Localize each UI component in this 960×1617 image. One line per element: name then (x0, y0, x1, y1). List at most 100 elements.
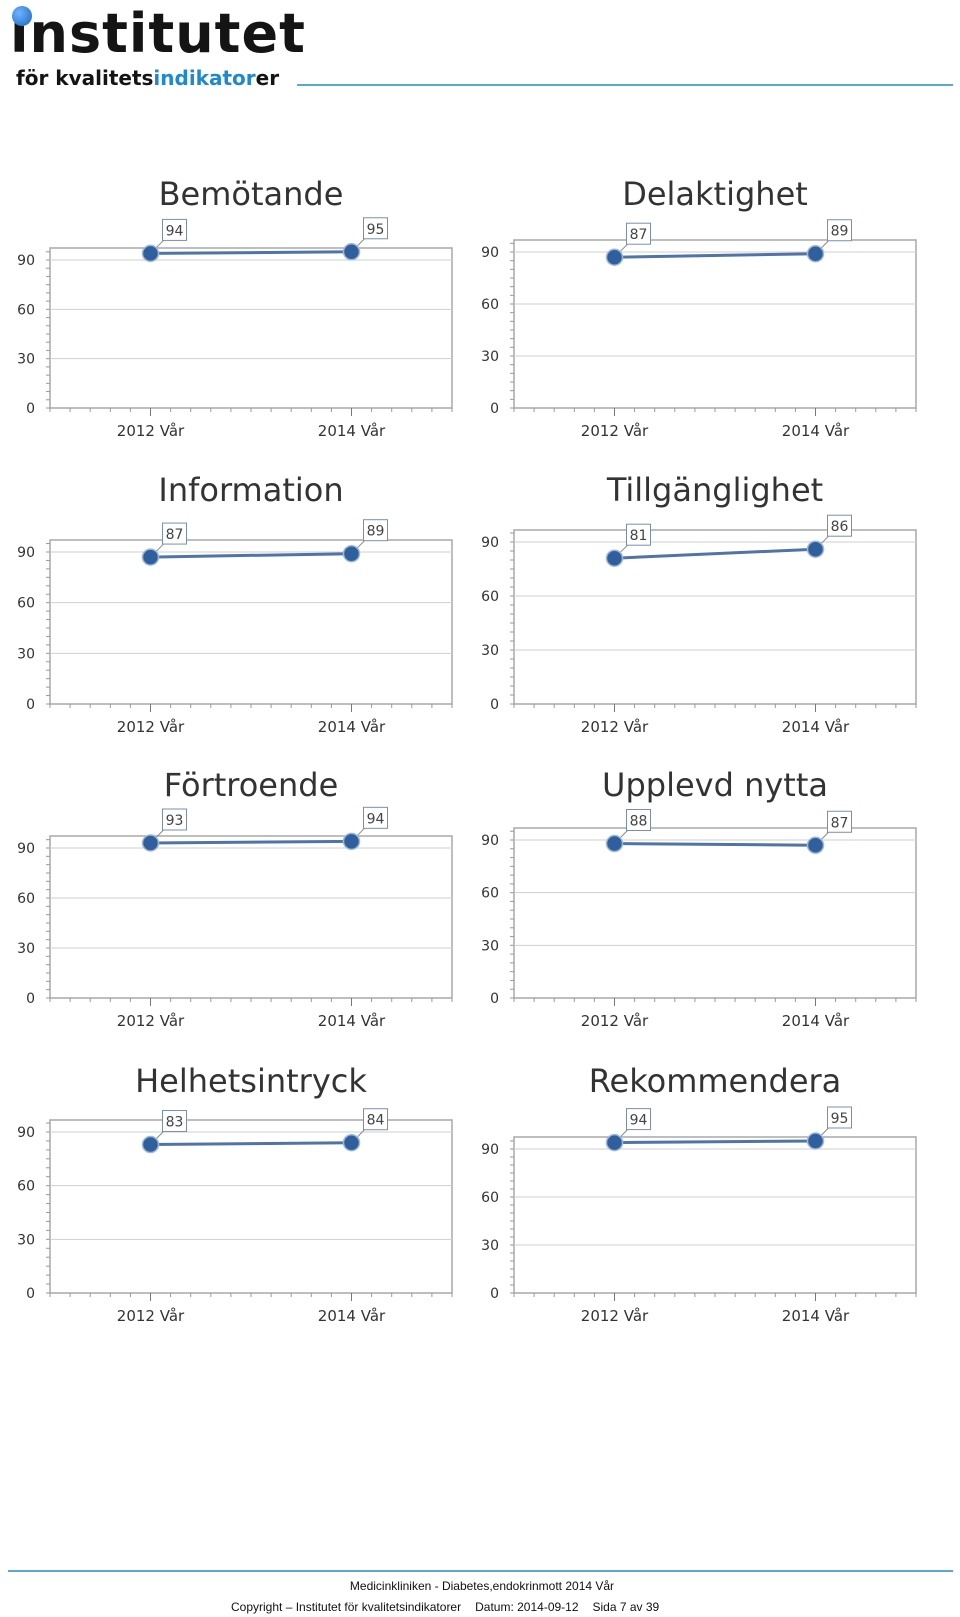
logo-tagline: för kvalitetsindikatorer (16, 66, 279, 90)
x-tick-label: 2014 Vår (782, 422, 850, 440)
chart-title: Tillgänglighet (606, 471, 823, 509)
plot-area (513, 239, 917, 409)
x-tick-label: 2012 Vår (117, 718, 185, 736)
y-tick-label: 30 (17, 352, 35, 368)
plot-area (49, 539, 453, 705)
footer-page-number: Sida 7 av 39 (592, 1600, 660, 1614)
x-tick-label: 2012 Vår (581, 1012, 649, 1030)
data-label-box (827, 1106, 852, 1129)
series-line (614, 547, 816, 560)
data-label-box (827, 219, 852, 242)
data-label: 89 (831, 224, 849, 240)
data-label: 86 (831, 519, 849, 535)
series-line (614, 842, 816, 847)
data-label-box (162, 218, 187, 241)
footer-meta: Copyright – Institutet för kvalitetsindi… (231, 1600, 673, 1614)
data-label-box (162, 1110, 187, 1133)
x-tick-label: 2012 Vår (581, 422, 649, 440)
logo-dot-icon (12, 6, 32, 26)
series-line (614, 252, 816, 259)
plot-area (49, 1119, 453, 1294)
data-label-box (363, 217, 388, 240)
y-tick-label: 90 (17, 841, 35, 857)
series-line (150, 552, 352, 559)
data-label: 87 (166, 527, 184, 543)
plot-area (49, 835, 453, 999)
data-label-box (363, 806, 388, 829)
data-point (342, 832, 361, 851)
y-tick-label: 0 (26, 991, 35, 1007)
header-divider (297, 84, 953, 86)
charts-grid: Bemötande 0 30 60 90 2012 Vår 2014 Vår 94 95 Dela… (17, 175, 917, 1325)
x-tick-label: 2014 Vår (782, 718, 850, 736)
y-tick-label: 90 (17, 545, 35, 561)
series-line (614, 1139, 816, 1145)
page-header: institutet för kvalitetsindikatorer (0, 0, 960, 110)
x-tick-label: 2014 Vår (318, 1307, 386, 1325)
y-tick-label: 90 (17, 1125, 35, 1141)
y-tick-label: 30 (17, 646, 35, 662)
data-point (605, 834, 624, 853)
chart-title: Bemötande (159, 175, 344, 213)
logo-tagline-prefix: för kvalitets (16, 66, 154, 90)
y-tick-label: 0 (26, 1286, 35, 1302)
charts-canvas: Bemötande 0 30 60 90 2012 Vår 2014 Vår 94 95 Dela… (17, 175, 917, 1325)
data-label: 94 (166, 223, 184, 239)
y-tick-label: 90 (17, 253, 35, 269)
data-point (141, 548, 160, 566)
data-label-box (626, 523, 651, 546)
x-tick-label: 2014 Vår (318, 1012, 386, 1030)
footer-report-title: Medicinkliniken - Diabetes,endokrinmott … (349, 1579, 615, 1593)
series-line (150, 250, 352, 255)
y-tick-label: 60 (481, 1190, 499, 1206)
x-tick-label: 2014 Vår (782, 1307, 850, 1325)
data-point (141, 244, 160, 263)
x-tick-label: 2012 Vår (117, 1307, 185, 1325)
y-tick-label: 0 (26, 401, 35, 417)
data-label-box (162, 522, 187, 545)
x-tick-label: 2014 Vår (782, 1012, 850, 1030)
footer-copyright: Copyright – Institutet för kvalitetsindi… (231, 1600, 462, 1614)
y-tick-label: 60 (17, 302, 35, 318)
y-tick-label: 30 (481, 938, 499, 954)
logo-tagline-suffix: er (255, 66, 280, 90)
data-label-box (626, 809, 651, 832)
y-tick-label: 90 (481, 833, 499, 849)
data-point (605, 549, 624, 567)
data-label-box (626, 222, 651, 245)
data-label: 95 (831, 1111, 849, 1127)
data-label: 95 (367, 222, 385, 238)
series-line (150, 839, 352, 845)
x-tick-label: 2014 Vår (318, 718, 386, 736)
y-tick-label: 60 (481, 297, 499, 313)
data-label: 88 (630, 814, 648, 830)
data-label-box (363, 1108, 388, 1131)
data-label: 87 (831, 815, 849, 831)
data-label: 89 (367, 524, 385, 540)
y-tick-label: 90 (481, 1142, 499, 1158)
data-point (806, 540, 825, 558)
y-tick-label: 30 (481, 1238, 499, 1254)
data-label-box (827, 514, 852, 537)
footer-date: Datum: 2014-09-12 (475, 1600, 579, 1614)
logo-tagline-highlight: indikator (153, 66, 256, 90)
y-tick-label: 30 (17, 941, 35, 957)
chart-title: Rekommendera (589, 1062, 842, 1100)
y-tick-label: 90 (481, 245, 499, 261)
institutet-logo: institutet för kvalitetsindikatorer (10, 4, 305, 96)
plot-area (49, 247, 453, 409)
data-label: 93 (166, 813, 184, 829)
x-tick-label: 2012 Vår (581, 718, 649, 736)
data-label: 81 (630, 528, 648, 544)
y-tick-label: 0 (490, 401, 499, 417)
y-tick-label: 30 (17, 1232, 35, 1248)
data-point (806, 836, 825, 855)
data-point (342, 243, 361, 261)
y-tick-label: 60 (481, 886, 499, 902)
y-tick-label: 0 (26, 697, 35, 713)
data-label: 94 (367, 811, 385, 827)
plot-area (513, 827, 917, 999)
y-tick-label: 60 (17, 1179, 35, 1195)
data-point (342, 1133, 361, 1152)
data-label: 87 (630, 227, 648, 243)
